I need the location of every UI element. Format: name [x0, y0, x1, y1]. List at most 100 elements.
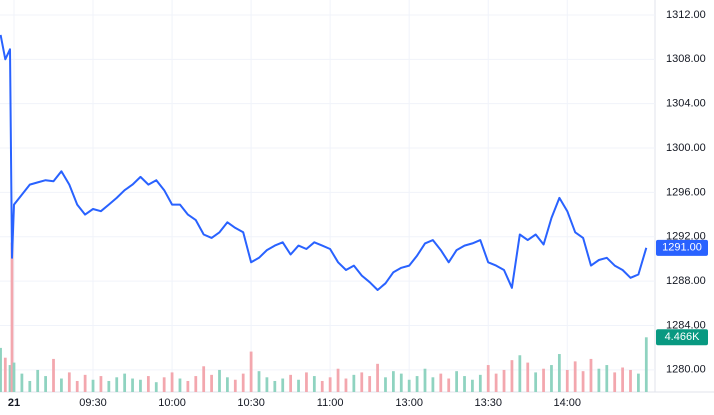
- volume-bar: [550, 365, 553, 392]
- volume-bar: [368, 376, 372, 392]
- volume-bar: [210, 374, 213, 392]
- last-price-label: 1291.00: [662, 242, 702, 254]
- volume-bar: [162, 377, 166, 392]
- volume-bar: [471, 379, 474, 392]
- volume-bar: [542, 368, 545, 392]
- volume-bar: [486, 365, 490, 392]
- volume-bar: [257, 371, 261, 392]
- volume-bar: [407, 379, 411, 392]
- volume-bar: [91, 379, 95, 392]
- volume-bar: [36, 369, 40, 392]
- volume-bar: [534, 372, 538, 392]
- volume-bar: [597, 368, 601, 392]
- x-tick-label: 10:30: [237, 397, 265, 409]
- volume-bar: [565, 369, 569, 392]
- volume-bar: [194, 376, 198, 392]
- volume-bar: [154, 382, 158, 392]
- volume-bar: [139, 379, 142, 392]
- volume-bar: [573, 361, 577, 392]
- volume-bar: [249, 351, 253, 392]
- volume-bar: [478, 374, 482, 392]
- volume-bar: [494, 373, 498, 392]
- y-tick-label: 1300.00: [666, 142, 706, 154]
- volume-bar: [344, 378, 348, 392]
- volume-bar: [202, 366, 206, 392]
- volume-bar: [170, 372, 174, 392]
- volume-bar: [376, 363, 379, 392]
- y-tick-label: 1288.00: [666, 275, 706, 287]
- volume-bar: [0, 347, 2, 392]
- volume-bar: [352, 374, 356, 392]
- volume-bar: [265, 377, 269, 392]
- y-tick-label: 1280.00: [666, 364, 706, 376]
- volume-bar: [518, 355, 522, 392]
- volume-bar: [637, 373, 640, 392]
- volume-bar: [423, 368, 427, 392]
- volume-bar: [115, 377, 119, 392]
- volume-bar: [526, 362, 530, 392]
- volume-bar: [83, 374, 87, 392]
- volume-bar: [455, 371, 458, 392]
- last-volume-tag: [656, 329, 708, 346]
- volume-bar: [605, 365, 609, 392]
- x-tick-label: 11:00: [317, 397, 344, 409]
- volume-bar: [67, 372, 71, 392]
- volume-bar: [60, 378, 63, 392]
- volume-bar: [241, 373, 245, 392]
- y-tick-label: 1292.00: [666, 231, 706, 243]
- x-tick-label: 09:30: [79, 397, 107, 409]
- volume-bar: [75, 380, 79, 392]
- volume-bar: [621, 367, 624, 392]
- volume-bar: [629, 369, 632, 392]
- last-price-tag: [656, 239, 708, 256]
- volume-bar: [447, 378, 451, 392]
- volume-bar: [218, 369, 221, 392]
- volume-bar: [613, 372, 617, 392]
- volume-bar: [463, 376, 466, 392]
- volume-bar: [415, 376, 419, 392]
- volume-bar: [439, 373, 443, 392]
- volume-bar: [12, 362, 16, 392]
- grid: [0, 0, 655, 392]
- volume-bar: [312, 376, 316, 392]
- volume-bar: [502, 369, 506, 392]
- x-tick-label: 21: [8, 397, 20, 409]
- volume-bar: [384, 377, 387, 392]
- volume-bar: [644, 337, 648, 392]
- volume-bar: [186, 380, 190, 392]
- volume-bar: [289, 374, 293, 392]
- volume-bar: [391, 371, 395, 392]
- volume-bar: [146, 376, 150, 392]
- volume-bar: [336, 368, 340, 392]
- volume-bar: [399, 373, 403, 392]
- volume-bar: [107, 380, 111, 392]
- y-tick-label: 1304.00: [666, 98, 706, 110]
- y-tick-label: 1284.00: [666, 319, 706, 331]
- volume-bar: [123, 373, 127, 392]
- volume-bar: [297, 379, 300, 392]
- volume-bar: [273, 380, 277, 392]
- volume-bar: [28, 380, 32, 392]
- volume-bar: [281, 378, 285, 392]
- volume-bar: [360, 372, 364, 392]
- volume-bar: [233, 379, 237, 392]
- volume-bar: [20, 373, 24, 392]
- volume-bar: [431, 377, 435, 392]
- volume-bar: [52, 358, 55, 392]
- volume-bar: [99, 376, 103, 392]
- last-volume-label: 4.466K: [665, 331, 701, 343]
- x-tick-label: 13:30: [474, 397, 502, 409]
- volume-bar: [589, 358, 593, 392]
- volume-bar: [328, 377, 332, 392]
- volume-bar: [320, 380, 324, 392]
- volume-bar: [3, 357, 7, 392]
- volume-bar: [581, 371, 585, 392]
- volume-bar: [557, 354, 561, 392]
- price-line: [0, 34, 648, 291]
- volume-bar: [131, 378, 134, 392]
- y-tick-label: 1312.00: [666, 9, 706, 21]
- y-tick-label: 1308.00: [666, 53, 706, 65]
